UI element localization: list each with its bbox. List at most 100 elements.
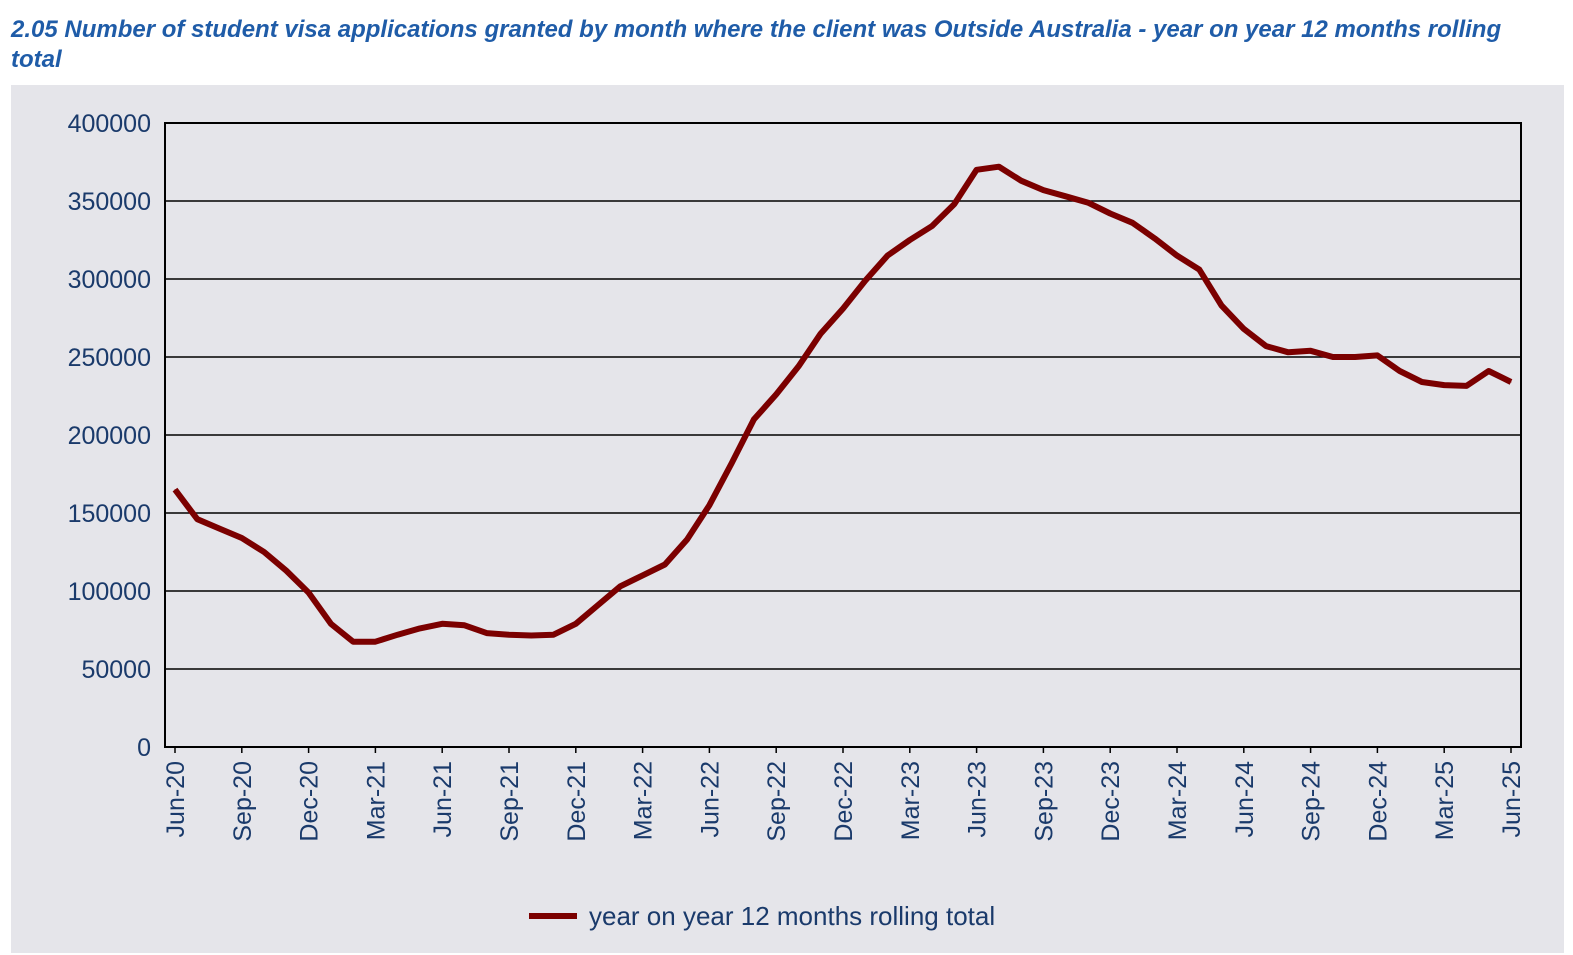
data-point [196, 518, 198, 520]
data-point [219, 528, 221, 530]
y-tick-label: 300000 [68, 266, 151, 294]
legend: year on year 12 months rolling total [529, 901, 995, 931]
data-point [775, 393, 777, 395]
line-chart: 0 50000 100000 150000 200000 250000 300000 3500… [68, 110, 1526, 931]
x-tick-label: Jun-21 [429, 761, 457, 837]
data-point [308, 592, 310, 594]
plot-frame [164, 122, 1522, 748]
x-tick-label: Dec-24 [1364, 761, 1392, 842]
x-tick-label: Jun-23 [964, 761, 992, 837]
data-point [1154, 237, 1156, 239]
y-tick-label: 350000 [68, 188, 151, 216]
data-point [909, 239, 911, 241]
data-point [797, 365, 799, 367]
data-point [731, 462, 733, 464]
data-point [463, 624, 465, 626]
x-tick-label: Mar-23 [897, 761, 925, 840]
series-layer [172, 163, 1513, 645]
y-tick-label: 250000 [68, 344, 151, 372]
data-point [708, 504, 710, 506]
x-tick-label: Jun-24 [1231, 761, 1259, 838]
data-point [1176, 255, 1178, 257]
x-tick-label: Sep-23 [1030, 761, 1058, 842]
x-tick-label: Mar-22 [630, 761, 658, 840]
data-point [1488, 370, 1490, 372]
data-point [174, 489, 176, 491]
data-point [1087, 202, 1089, 204]
data-point [285, 570, 287, 572]
data-point [887, 255, 889, 257]
x-tick-label: Mar-21 [362, 761, 390, 840]
data-point [1065, 195, 1067, 197]
y-tick-label: 0 [137, 734, 151, 762]
data-point [597, 604, 599, 606]
data-point [1399, 370, 1401, 372]
x-tick-label: Sep-22 [763, 761, 791, 842]
chart-area: 0 50000 100000 150000 200000 250000 300000 3500… [11, 85, 1564, 953]
data-point [553, 634, 555, 636]
data-point [842, 308, 844, 310]
data-point [619, 585, 621, 587]
data-point [1131, 222, 1133, 224]
data-point [1243, 328, 1245, 330]
y-axis-ticks: 0 50000 100000 150000 200000 250000 300000 3500… [68, 110, 151, 762]
x-tick-label: Dec-22 [830, 761, 858, 842]
data-point [686, 539, 688, 541]
data-point [441, 623, 443, 625]
x-tick-label: Jun-25 [1498, 761, 1526, 837]
data-point [1376, 354, 1378, 356]
data-point [1310, 350, 1312, 352]
x-tick-label: Sep-20 [229, 761, 257, 842]
gridlines [165, 122, 1521, 748]
data-point [1421, 381, 1423, 383]
y-tick-label: 50000 [81, 656, 151, 684]
x-tick-label: Sep-24 [1298, 761, 1326, 842]
data-point [820, 333, 822, 335]
data-point [1042, 189, 1044, 191]
x-tick-label: Dec-23 [1097, 761, 1125, 842]
data-point [1354, 356, 1356, 358]
data-point [1198, 269, 1200, 271]
x-tick-label: Dec-21 [563, 761, 591, 842]
x-tick-label: Dec-20 [296, 761, 324, 842]
y-tick-label: 150000 [68, 500, 151, 528]
data-point [642, 574, 644, 576]
data-point [1287, 351, 1289, 353]
data-point [753, 418, 755, 420]
x-tick-label: Mar-24 [1164, 761, 1192, 840]
x-tick-label: Mar-25 [1431, 761, 1459, 840]
data-point [1020, 180, 1022, 182]
data-point [1221, 305, 1223, 307]
series-line [172, 163, 1513, 645]
y-tick-label: 200000 [68, 422, 151, 450]
data-point [1109, 212, 1111, 214]
data-point [1332, 356, 1334, 358]
x-axis-ticks: Jun-20 Sep-20 Dec-20 Mar-21 Jun-21 Sep-21 Dec-… [162, 747, 1526, 842]
data-point [397, 634, 399, 636]
data-point [486, 632, 488, 634]
data-point [530, 634, 532, 636]
data-point [664, 563, 666, 565]
y-tick-label: 100000 [68, 578, 151, 606]
data-point [1265, 345, 1267, 347]
y-tick-label: 400000 [68, 110, 151, 138]
legend-label: year on year 12 months rolling total [589, 901, 995, 931]
data-point [575, 623, 577, 625]
x-tick-label: Jun-22 [696, 761, 724, 837]
data-point [508, 634, 510, 636]
x-tick-label: Sep-21 [496, 761, 524, 842]
data-point [374, 641, 376, 643]
data-point [976, 169, 978, 171]
x-tick-label: Jun-20 [162, 761, 190, 837]
data-point [931, 225, 933, 227]
data-point [1465, 385, 1467, 387]
data-point [998, 166, 1000, 168]
data-point [241, 537, 243, 539]
chart-title: 2.05 Number of student visa applications… [11, 16, 1502, 73]
data-point [1510, 381, 1512, 383]
data-point [1443, 384, 1445, 386]
data-point [352, 641, 354, 643]
data-point [864, 280, 866, 282]
data-point [330, 623, 332, 625]
data-point [263, 551, 265, 553]
